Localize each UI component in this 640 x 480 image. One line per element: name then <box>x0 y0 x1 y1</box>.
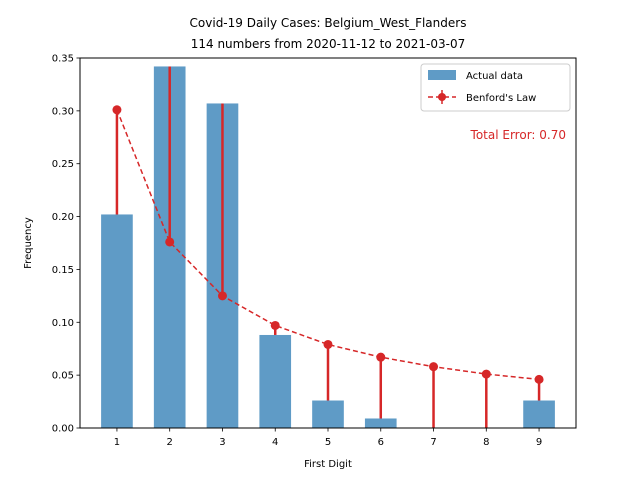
bars-group <box>101 66 555 428</box>
y-tick-label: 0.20 <box>52 212 74 223</box>
x-tick-label: 7 <box>430 437 436 448</box>
total-error-annotation: Total Error: 0.70 <box>470 128 566 142</box>
benford-point-digit-6 <box>376 352 386 362</box>
y-axis-ticks: 0.00 0.05 0.10 0.15 0.20 0.25 0.30 0.35 <box>52 54 80 435</box>
y-tick-label: 0.00 <box>52 424 74 435</box>
bar-digit-1 <box>101 214 133 428</box>
y-tick-label: 0.35 <box>52 54 74 65</box>
x-tick-label: 8 <box>483 437 489 448</box>
bar-digit-6 <box>364 418 397 428</box>
bar-digit-5 <box>312 400 344 428</box>
x-tick-label: 2 <box>167 437 173 448</box>
bar-digit-4 <box>259 334 292 428</box>
benford-point-digit-5 <box>323 339 333 349</box>
x-axis-label: First Digit <box>304 459 352 470</box>
y-tick-label: 0.25 <box>52 159 74 170</box>
benford-line-group <box>112 105 544 384</box>
benford-point-digit-2 <box>165 237 175 247</box>
legend-label-benford: Benford's Law <box>466 93 536 104</box>
benford-point-digit-8 <box>481 369 491 379</box>
y-tick-label: 0.05 <box>52 371 74 382</box>
legend-swatch-actual <box>428 70 456 80</box>
benford-point-digit-4 <box>270 320 280 330</box>
x-tick-label: 3 <box>219 437 225 448</box>
x-axis-ticks: 1 2 3 4 5 6 7 8 9 <box>114 428 542 448</box>
x-tick-label: 5 <box>325 437 331 448</box>
x-tick-label: 1 <box>114 437 120 448</box>
legend: Actual data Benford's Law <box>420 63 571 112</box>
legend-swatch-benford-marker <box>438 93 446 101</box>
chart-subtitle: 114 numbers from 2020-11-12 to 2021-03-0… <box>191 37 466 51</box>
x-tick-label: 9 <box>536 437 542 448</box>
bar-digit-9 <box>523 400 555 428</box>
benford-point-digit-9 <box>534 374 544 384</box>
benford-point-digit-3 <box>217 291 227 301</box>
benford-point-digit-7 <box>429 362 439 372</box>
error-lines-group <box>115 66 541 428</box>
y-tick-label: 0.10 <box>52 318 74 329</box>
benford-point-digit-1 <box>112 105 122 115</box>
x-tick-label: 6 <box>378 437 384 448</box>
chart-title: Covid-19 Daily Cases: Belgium_West_Fland… <box>190 16 467 30</box>
y-tick-label: 0.30 <box>52 106 74 117</box>
legend-box <box>420 63 571 112</box>
y-tick-label: 0.15 <box>52 265 74 276</box>
x-tick-label: 4 <box>272 437 278 448</box>
y-axis-label: Frequency <box>23 217 34 269</box>
legend-label-actual: Actual data <box>466 71 523 82</box>
